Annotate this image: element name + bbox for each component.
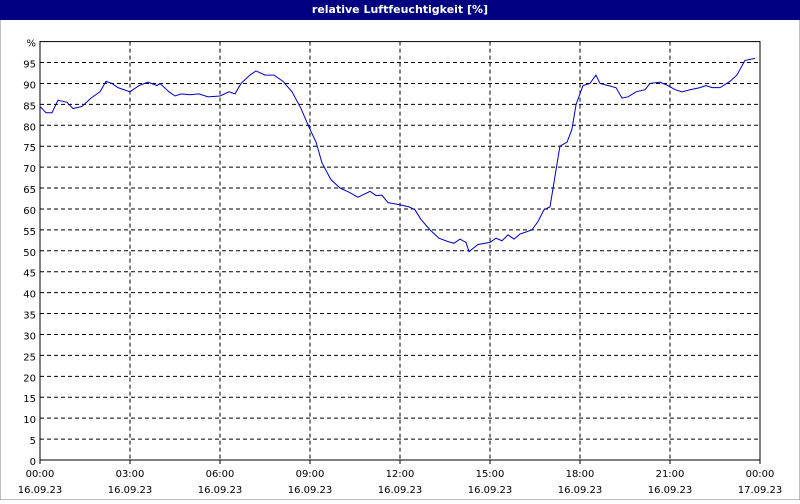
x-tick-label: 00:00 — [746, 469, 775, 480]
y-tick-label: 10 — [23, 415, 36, 426]
y-tick-label: 35 — [23, 311, 36, 322]
x-tick-label: 03:00 — [116, 469, 145, 480]
y-tick-label: 45 — [23, 269, 36, 280]
x-tick-date: 16.09.23 — [108, 485, 153, 496]
x-tick-date: 16.09.23 — [18, 485, 63, 496]
x-tick-date: 16.09.23 — [378, 485, 423, 496]
x-tick-date: 16.09.23 — [198, 485, 243, 496]
y-tick-label: 80 — [23, 122, 36, 133]
y-tick-label: 15 — [23, 394, 36, 405]
y-tick-label: 75 — [23, 143, 36, 154]
y-tick-label: 20 — [23, 373, 36, 384]
y-tick-label: 40 — [23, 290, 36, 301]
x-tick-label: 18:00 — [566, 469, 595, 480]
y-tick-label: 5 — [30, 436, 36, 447]
data-line — [39, 57, 756, 253]
plot-area — [39, 41, 761, 461]
x-tick-label: 00:00 — [26, 469, 55, 480]
x-tick-label: 12:00 — [386, 469, 415, 480]
x-tick-label: 06:00 — [206, 469, 235, 480]
x-tick-label: 09:00 — [296, 469, 325, 480]
x-tick-date: 16.09.23 — [468, 485, 513, 496]
title-bar — [0, 0, 800, 20]
y-tick-label: 90 — [23, 80, 36, 91]
x-tick-label: 15:00 — [476, 469, 505, 480]
y-tick-label: 95 — [23, 60, 36, 71]
y-tick-label: 0 — [30, 457, 36, 468]
y-tick-label: 55 — [23, 227, 36, 238]
y-tick-label: 85 — [23, 101, 36, 112]
x-tick-date: 16.09.23 — [648, 485, 693, 496]
x-tick-date: 17.09.23 — [738, 485, 783, 496]
x-tick-date: 16.09.23 — [558, 485, 603, 496]
y-tick-label: 30 — [23, 331, 36, 342]
y-tick-label: 25 — [23, 352, 36, 363]
y-tick-label: 60 — [23, 206, 36, 217]
y-tick-label: 65 — [23, 185, 36, 196]
y-tick-label: 70 — [23, 164, 36, 175]
x-tick-label: 21:00 — [656, 469, 685, 480]
x-tick-date: 16.09.23 — [288, 485, 333, 496]
chart-title: relative Luftfeuchtigkeit [%] — [312, 3, 488, 16]
y-tick-label: % — [26, 39, 36, 50]
y-tick-label: 50 — [23, 248, 36, 259]
